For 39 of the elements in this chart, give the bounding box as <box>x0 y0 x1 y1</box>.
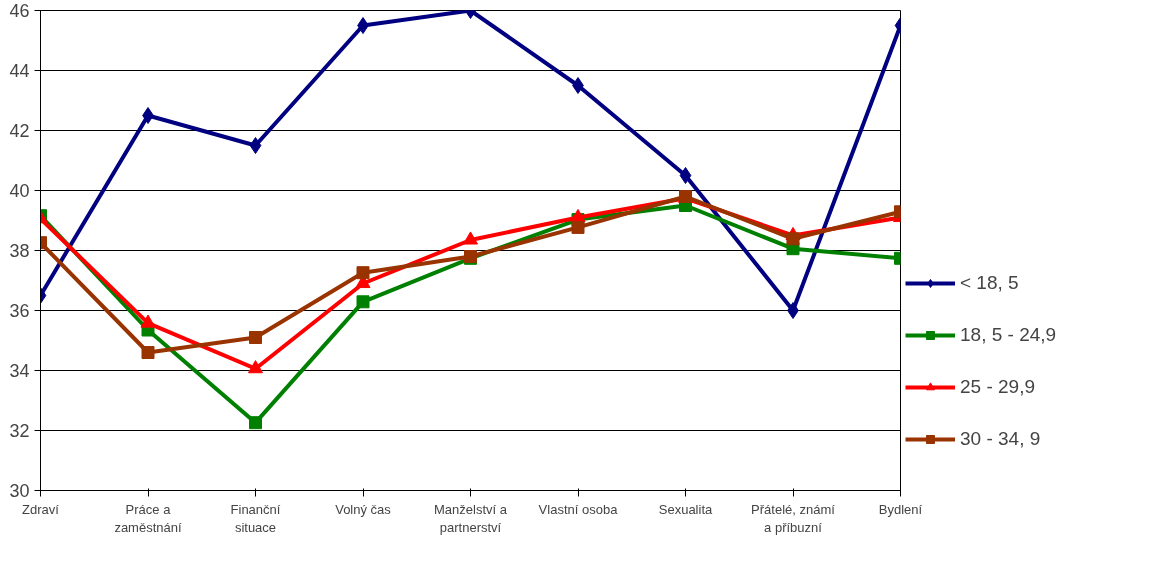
point <box>249 331 262 344</box>
x-tick-label: Volný čas <box>335 501 392 517</box>
y-tick-label: 44 <box>9 61 30 81</box>
y-tick-label: 38 <box>9 241 30 261</box>
point <box>249 137 262 154</box>
y-tick-label: 42 <box>9 121 30 141</box>
point <box>249 416 262 430</box>
point <box>571 220 585 234</box>
y-tick-label: 46 <box>9 1 30 21</box>
legend-label: 25 - 29,9 <box>960 376 1035 398</box>
x-tick-label: Sexualita <box>658 501 714 517</box>
x-tick-label: Přátelé, známí a příbuzní <box>751 501 836 535</box>
point <box>786 232 800 246</box>
x-tick-label: Zdraví <box>22 501 60 517</box>
point <box>356 295 370 309</box>
point <box>357 17 369 34</box>
point <box>248 360 263 374</box>
x-tick-label: Vlastní osoba <box>538 501 619 517</box>
x-tick-label: Manželství a partnerství <box>434 501 508 535</box>
x-tick-label: Finanční situace <box>230 501 281 535</box>
x-tick-label: Bydlení <box>878 501 923 517</box>
point <box>570 208 586 223</box>
legend-label: 30 - 34, 9 <box>960 428 1041 450</box>
y-tick-label: 32 <box>9 421 30 441</box>
legend-label: 18, 5 - 24,9 <box>960 324 1057 346</box>
x-tick-label: Práce a zaměstnání <box>114 501 182 535</box>
point <box>140 314 156 328</box>
point <box>142 107 154 124</box>
y-tick-label: 40 <box>9 181 30 201</box>
y-tick-label: 36 <box>9 301 30 321</box>
point <box>787 302 799 319</box>
y-tick-label: 30 <box>9 481 30 501</box>
legend-label: < 18, 5 <box>960 272 1019 294</box>
point <box>463 231 478 245</box>
point <box>356 266 370 280</box>
point <box>572 77 584 94</box>
y-tick-label: 34 <box>9 361 30 381</box>
point <box>679 167 692 184</box>
point <box>141 346 155 359</box>
